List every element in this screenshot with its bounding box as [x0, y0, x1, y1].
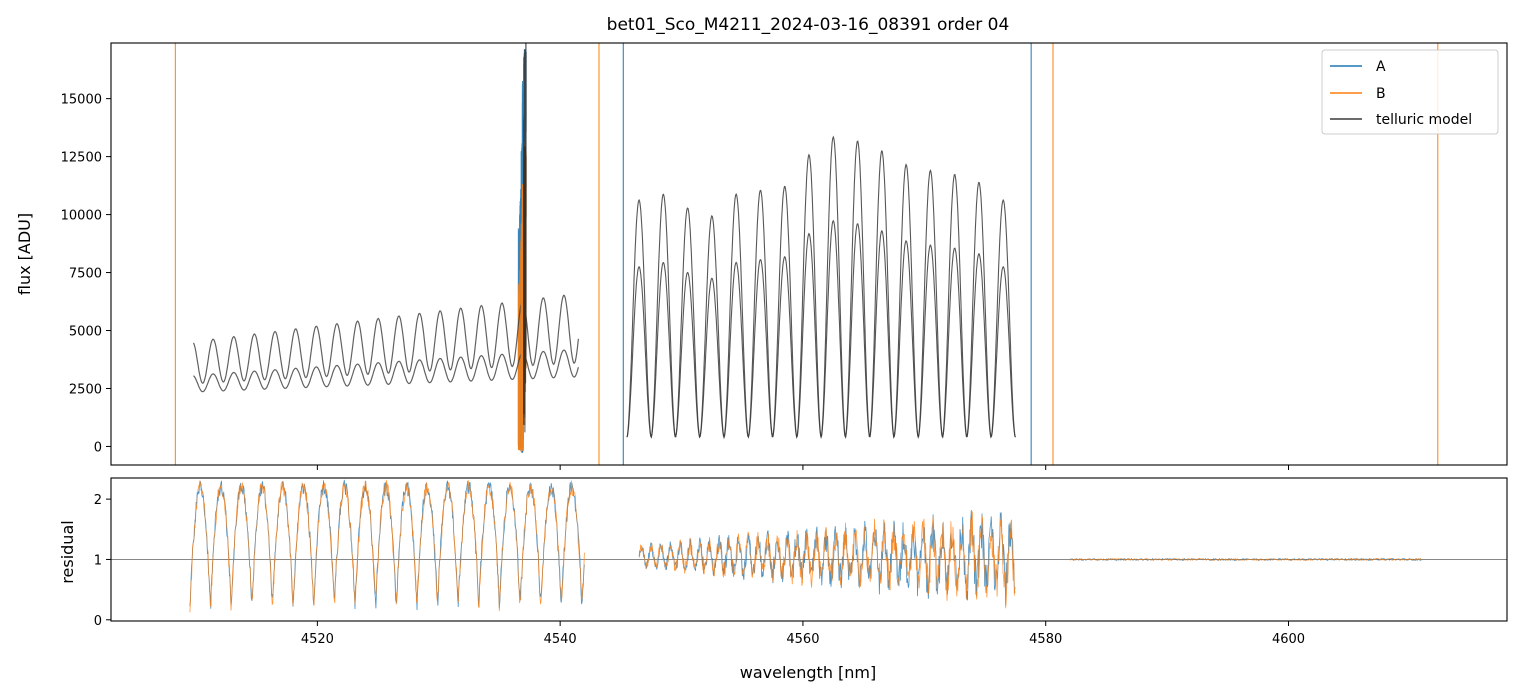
legend-label-b: B	[1376, 86, 1386, 102]
flux-y-tick-label: 10000	[61, 209, 102, 224]
series-b-line	[517, 241, 522, 451]
residual-y-tick-label: 0	[94, 614, 102, 629]
residual-series-a-line	[638, 509, 1016, 606]
flux-y-axis-label: flux [ADU]	[15, 213, 34, 295]
residual-x-tick-label: 4580	[1029, 632, 1062, 647]
flux-y-tick-label: 0	[94, 440, 102, 455]
residual-series-b-line	[638, 511, 1016, 609]
residual-x-tick-label: 4520	[301, 632, 334, 647]
residual-panel: 0 1 2 4520 4540 4560 4580 4600 residual wavele…	[58, 477, 1508, 682]
residual-y-ticks: 0 1 2	[94, 493, 111, 629]
residual-x-tick-label: 4560	[786, 632, 819, 647]
legend-label-a: A	[1376, 59, 1386, 75]
residual-x-ticks: 4520 4540 4560 4580 4600	[301, 621, 1305, 647]
flux-y-tick-label: 15000	[61, 93, 102, 108]
legend-label-telluric: telluric model	[1376, 112, 1472, 128]
flux-x-ticks	[316, 465, 1289, 470]
telluric-model-line	[523, 43, 527, 418]
flux-y-tick-label: 12500	[61, 151, 102, 166]
residual-series-b-line	[189, 480, 585, 613]
x-axis-label: wavelength [nm]	[740, 663, 877, 682]
residual-y-axis-label: residual	[58, 520, 77, 583]
telluric-model-line	[523, 145, 527, 433]
residual-series-b-line	[1069, 557, 1423, 562]
residual-plot-area	[111, 479, 1507, 613]
residual-y-tick-label: 1	[94, 553, 102, 568]
telluric-model-line	[193, 349, 579, 393]
flux-y-tick-label: 5000	[69, 325, 102, 340]
residual-x-tick-label: 4600	[1272, 632, 1305, 647]
telluric-model-line	[626, 219, 1016, 440]
residual-axes-frame	[110, 477, 1508, 622]
flux-y-tick-label: 2500	[69, 382, 102, 397]
flux-plot-area	[174, 43, 1439, 465]
flux-axes-frame	[110, 42, 1508, 466]
legend-box	[1321, 49, 1499, 135]
telluric-model-line	[192, 294, 579, 384]
chart-title: bet01_Sco_M4211_2024-03-16_08391 order 0…	[607, 15, 1010, 35]
residual-x-tick-label: 4540	[544, 632, 577, 647]
flux-y-tick-label: 7500	[69, 267, 102, 282]
residual-y-tick-label: 2	[94, 493, 102, 508]
legend: A B telluric model	[1321, 49, 1499, 135]
flux-y-ticks: 0 2500 5000 7500 10000 12500 15000	[61, 93, 111, 455]
series-b-line	[520, 183, 524, 452]
